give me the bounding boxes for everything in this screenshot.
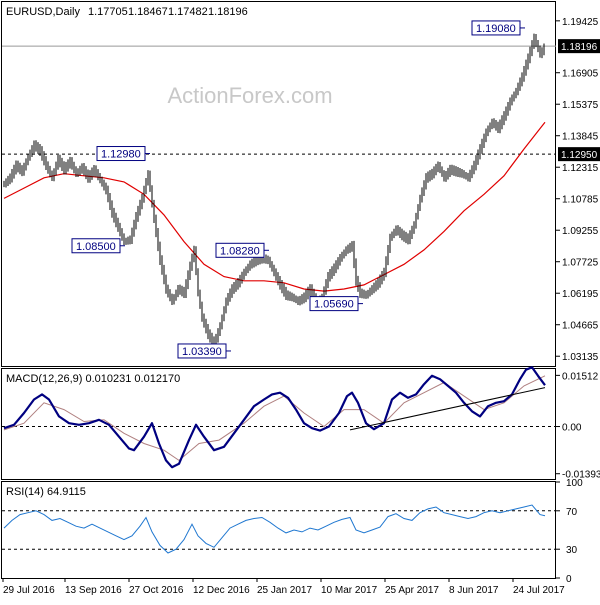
macd-y-tick-label: 0.01512 (562, 371, 599, 382)
rsi-panel-frame (1, 481, 556, 579)
price-y-axis: 1.19425 1.16905 1.15375 1.13845 1.12315 1.107… (556, 17, 600, 363)
price-y-tick-label: 1.19425 (562, 17, 599, 28)
annotation-label: 1.08280 (220, 245, 260, 257)
price-panel-frame (1, 1, 556, 367)
price-open: 1.17705 (88, 6, 128, 18)
x-tick-label: 12 Dec 2016 (193, 585, 250, 596)
rsi-layer: 100 70 30 0 (2, 478, 583, 585)
price-annotations: 1.19080 1.12980 1.08500 1.08280 1.05690 1.033… (71, 20, 525, 359)
annotation-box (471, 20, 521, 36)
price-y-tick-label: 1.13845 (562, 132, 599, 143)
x-tick-label: 25 Apr 2017 (385, 585, 439, 596)
horizontal-level-box (558, 147, 600, 162)
rsi-y-tick-label: 0 (566, 574, 572, 585)
rsi-line (3, 504, 546, 554)
price-y-tick-label: 1.04665 (562, 321, 599, 332)
x-tick-label: 10 Mar 2017 (321, 585, 378, 596)
x-tick-label: 25 Jan 2017 (257, 585, 312, 596)
x-tick-label: 13 Sep 2016 (65, 585, 122, 596)
rsi-y-tick-label: 70 (566, 507, 578, 518)
annotation-box (177, 343, 227, 359)
macd-y-tick-label: 0.00 (562, 423, 582, 434)
annotation-box (96, 146, 146, 162)
rsi-y-tick-label: 100 (566, 478, 583, 489)
price-low: 1.17482 (168, 6, 208, 18)
price-y-tick-label: 1.06195 (562, 289, 599, 300)
price-close: 1.18196 (208, 6, 248, 18)
x-tick-label: 8 Jun 2017 (449, 585, 499, 596)
price-y-tick-label: 1.12315 (562, 163, 599, 174)
price-y-tick-label: 1.07725 (562, 258, 599, 269)
annotation-label: 1.12980 (101, 149, 141, 161)
macd-layer: 0.01512 0.00 -0.013938 (2, 366, 600, 481)
annotation-box (309, 296, 359, 312)
current-price-box (558, 39, 600, 54)
macd-title: MACD(12,26,9) 0.010231 0.012170 (6, 373, 180, 385)
rsi-y-tick-label: 30 (566, 545, 578, 556)
x-tick-label: 27 Oct 2016 (129, 585, 184, 596)
price-grid (2, 45, 556, 155)
price-y-tick-label: 1.09255 (562, 226, 599, 237)
annotation-label: 1.08500 (76, 241, 116, 253)
x-tick-label: 24 Jul 2017 (513, 585, 565, 596)
price-y-tick-label: 1.15375 (562, 100, 599, 111)
macd-y-tick-label: -0.013938 (562, 470, 600, 481)
macd-line (3, 366, 546, 469)
price-candles (3, 33, 545, 350)
annotation-box (71, 238, 121, 254)
annotation-box (215, 242, 265, 258)
price-title: EURUSD,Daily (6, 6, 80, 18)
x-axis: 29 Jul 2016 13 Sep 2016 27 Oct 2016 12 Dec … (2, 578, 565, 596)
watermark: ActionForex.com (167, 83, 332, 108)
current-price-label: 1.18196 (561, 42, 598, 53)
macd-trendline (349, 387, 546, 431)
price-y-tick-label: 1.16905 (562, 69, 599, 80)
macd-panel-frame (1, 368, 556, 480)
annotation-label: 1.19080 (476, 23, 516, 35)
price-high: 1.18467 (128, 6, 168, 18)
x-tick-label: 29 Jul 2016 (3, 585, 55, 596)
price-y-tick-label: 1.03135 (562, 352, 599, 363)
annotation-label: 1.05690 (314, 299, 354, 311)
rsi-title: RSI(14) 64.9115 (6, 486, 86, 498)
horizontal-level-label: 1.12950 (561, 150, 598, 161)
price-y-tick-label: 1.10785 (562, 195, 599, 206)
annotation-label: 1.03390 (182, 346, 222, 358)
